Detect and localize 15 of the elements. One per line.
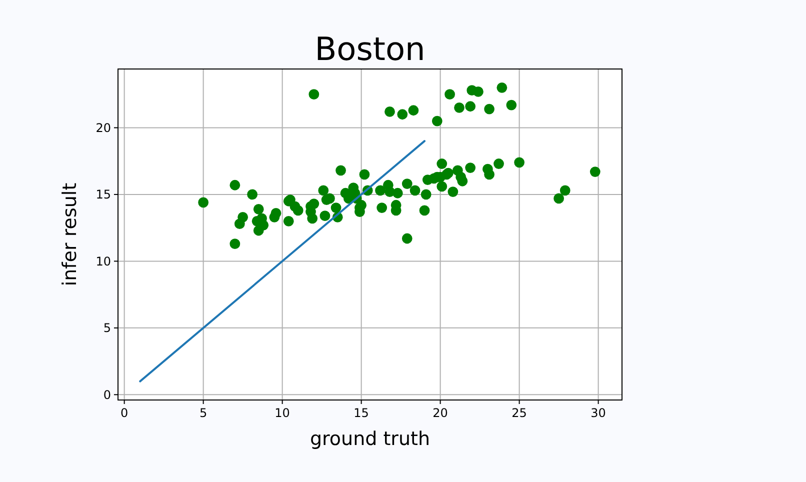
x-tick-label: 0 bbox=[120, 406, 128, 420]
x-tick-label: 25 bbox=[512, 406, 527, 420]
y-tick-label: 0 bbox=[103, 388, 111, 402]
x-tick-label: 30 bbox=[590, 406, 606, 420]
y-tick-label: 20 bbox=[96, 120, 111, 135]
y-tick-label: 10 bbox=[96, 254, 111, 268]
y-axis-title: infer result bbox=[59, 182, 81, 286]
x-tick-label: 5 bbox=[199, 406, 208, 420]
y-tick-label: 5 bbox=[103, 321, 111, 336]
x-tick-label: 15 bbox=[354, 406, 369, 420]
chart-title: Boston bbox=[314, 30, 426, 68]
y-tick-label: 15 bbox=[96, 188, 111, 202]
x-tick-label: 20 bbox=[432, 406, 448, 420]
x-axis-title: ground truth bbox=[310, 428, 430, 450]
x-tick-label: 10 bbox=[274, 406, 290, 420]
